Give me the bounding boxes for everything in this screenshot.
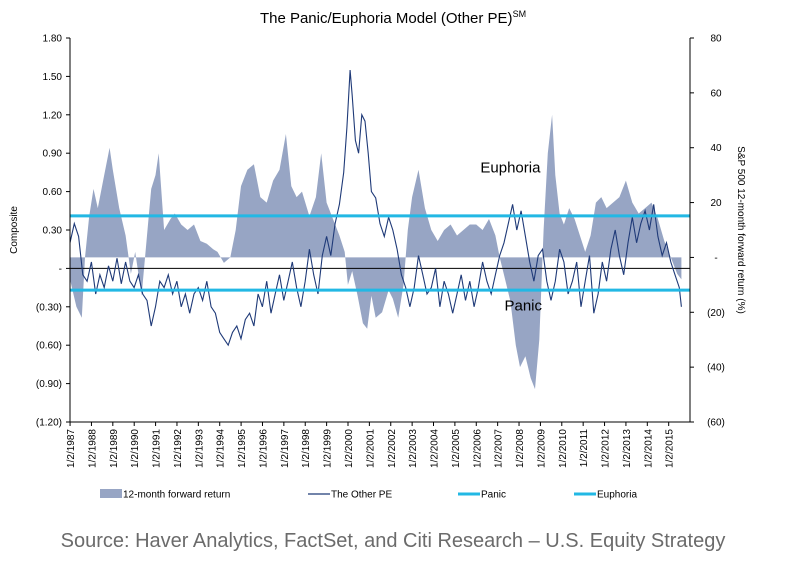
x-tick-label: 1/2/1991 (152, 429, 163, 468)
left-tick-label: (1.20) (36, 418, 62, 429)
annotation-panic: Panic (504, 298, 542, 315)
x-tick-label: 1/2/1987 (66, 429, 77, 468)
chart-title-main: The Panic/Euphoria Model (Other PE) (260, 10, 513, 27)
x-tick-label: 1/2/2015 (665, 429, 676, 468)
legend-label: The Other PE (331, 490, 392, 501)
x-tick-label: 1/2/2010 (558, 429, 569, 468)
right-tick-label: - (714, 253, 717, 264)
left-tick-label: (0.30) (36, 302, 62, 313)
forward-return-area (70, 114, 682, 390)
left-tick-label: (0.60) (36, 341, 62, 352)
right-tick-label: (60) (707, 418, 725, 429)
left-tick-label: - (59, 264, 62, 275)
x-tick-label: 1/2/2009 (536, 429, 547, 468)
chart-title-superscript: SM (513, 9, 527, 19)
right-tick-label: (40) (707, 363, 725, 374)
plot-area: Euphoria Panic (69, 69, 690, 390)
x-tick-label: 1/2/2002 (387, 429, 398, 468)
legend: 12-month forward return The Other PE Panic… (100, 489, 637, 501)
right-tick-label: 40 (710, 143, 722, 154)
axes: 1.80 1.50 1.20 0.90 0.60 0.30 - (0.30) (0.60) (0.… (9, 34, 746, 468)
annotation-euphoria: Euphoria (480, 159, 541, 176)
x-tick-label: 1/2/1993 (194, 429, 205, 468)
x-tick-label: 1/2/2004 (430, 429, 441, 468)
left-tick-label: (0.90) (36, 379, 62, 390)
x-tick-label: 1/2/1988 (87, 429, 98, 468)
x-tick-label: 1/2/1997 (280, 429, 291, 468)
x-tick-label: 1/2/1994 (216, 429, 227, 468)
x-tick-label: 1/2/1996 (258, 429, 269, 468)
legend-label: 12-month forward return (123, 490, 230, 501)
x-tick-label: 1/2/2006 (472, 429, 483, 468)
x-tick-label: 1/2/1990 (130, 429, 141, 468)
x-tick-label: 1/2/2001 (365, 429, 376, 468)
x-tick-label: 1/2/2012 (601, 429, 612, 468)
x-tick-label: 1/2/2007 (494, 429, 505, 468)
source-note: Source: Haver Analytics, FactSet, and Ci… (60, 530, 726, 552)
x-tick-label: 1/2/1992 (173, 429, 184, 468)
chart-title: The Panic/Euphoria Model (Other PE)SM (260, 9, 526, 27)
left-tick-label: 0.60 (43, 187, 63, 198)
legend-swatch-area (100, 489, 122, 498)
right-tick-label: 80 (710, 34, 722, 45)
left-tick-label: 1.20 (43, 110, 63, 121)
x-tick-label: 1/2/2013 (622, 429, 633, 468)
x-tick-label: 1/2/1998 (301, 429, 312, 468)
x-tick-label: 1/2/2005 (451, 429, 462, 468)
y-axis-left-title: Composite (9, 206, 20, 254)
x-tick-label: 1/2/2003 (408, 429, 419, 468)
left-tick-label: 1.80 (43, 34, 63, 45)
x-tick-label: 1/2/1989 (109, 429, 120, 468)
left-tick-label: 0.30 (43, 226, 63, 237)
x-tick-label: 1/2/1995 (237, 429, 248, 468)
legend-label: Euphoria (597, 490, 637, 501)
x-tick-label: 1/2/2014 (643, 429, 654, 468)
x-tick-label: 1/2/2011 (579, 429, 590, 468)
right-tick-label: (20) (707, 308, 725, 319)
y-axis-right-title: S&P 500 12-month forward return (%) (735, 146, 746, 314)
legend-label: Panic (481, 490, 506, 501)
left-tick-label: 1.50 (43, 72, 63, 83)
x-tick-label: 1/2/2000 (344, 429, 355, 468)
x-tick-label: 1/2/2008 (515, 429, 526, 468)
right-tick-label: 20 (710, 198, 722, 209)
x-tick-label: 1/2/1999 (323, 429, 334, 468)
left-tick-label: 0.90 (43, 149, 63, 160)
right-tick-label: 60 (710, 88, 722, 99)
